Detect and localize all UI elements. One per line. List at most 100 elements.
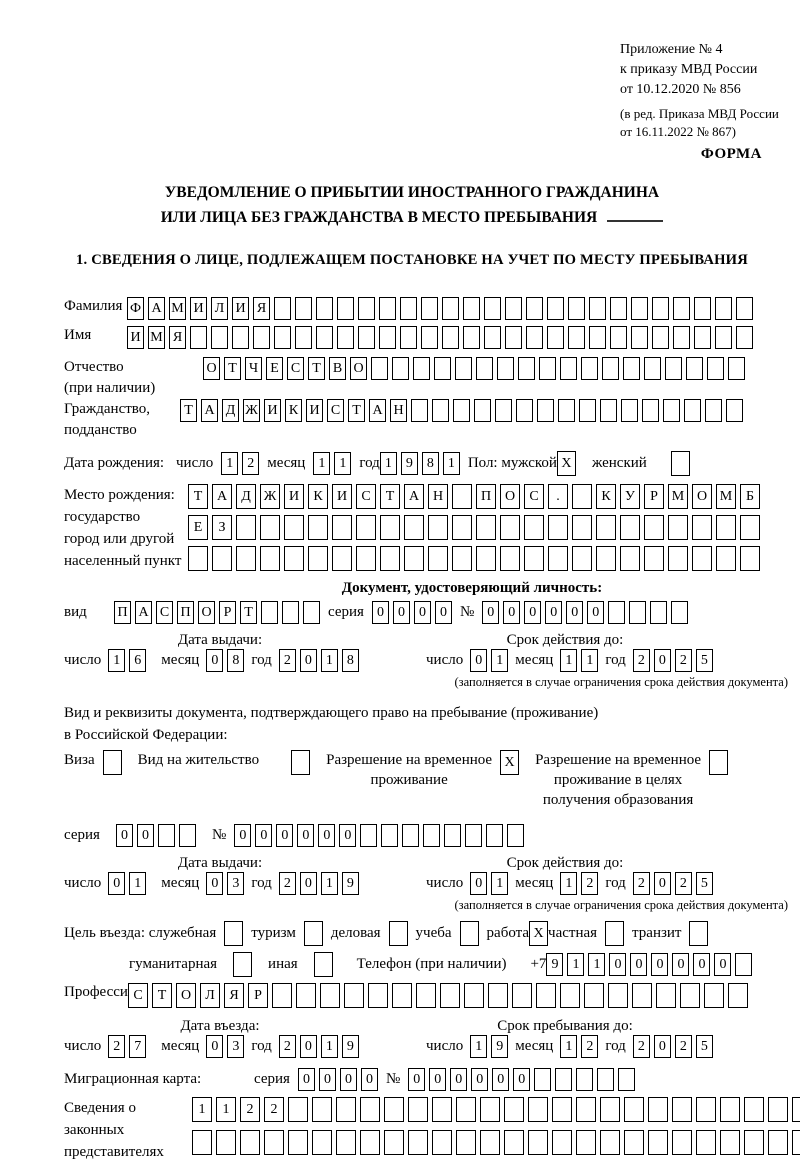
char-box[interactable]: X xyxy=(529,921,549,946)
char-box[interactable] xyxy=(284,546,304,571)
char-box[interactable] xyxy=(597,1068,615,1091)
char-box[interactable]: 0 xyxy=(434,601,452,624)
char-box[interactable]: 0 xyxy=(108,872,126,895)
char-box[interactable]: Е xyxy=(188,515,208,540)
char-box[interactable]: 0 xyxy=(371,601,389,624)
char-box[interactable] xyxy=(480,1130,500,1155)
char-box[interactable]: О xyxy=(176,983,196,1008)
char-box[interactable]: Ф xyxy=(127,297,144,320)
char-box[interactable] xyxy=(332,515,352,540)
char-box[interactable] xyxy=(716,546,736,571)
char-box[interactable]: Н xyxy=(390,399,407,422)
char-box[interactable]: М xyxy=(148,326,165,349)
char-box[interactable] xyxy=(656,983,676,1008)
char-box[interactable] xyxy=(736,297,753,320)
char-box[interactable] xyxy=(505,326,522,349)
char-box[interactable] xyxy=(432,1097,452,1122)
char-box[interactable]: И xyxy=(306,399,323,422)
char-box[interactable] xyxy=(212,546,232,571)
char-box[interactable]: Т xyxy=(188,484,208,509)
char-box[interactable]: Я xyxy=(253,297,270,320)
char-box[interactable]: 6 xyxy=(129,649,147,672)
char-box[interactable] xyxy=(411,399,428,422)
char-box[interactable] xyxy=(303,921,323,946)
char-box[interactable]: 0 xyxy=(587,601,605,624)
char-box[interactable] xyxy=(642,399,659,422)
char-box[interactable] xyxy=(516,399,533,422)
char-box[interactable] xyxy=(672,1130,692,1155)
char-box[interactable] xyxy=(274,297,291,320)
char-box[interactable]: 0 xyxy=(651,953,669,976)
char-box[interactable] xyxy=(421,297,438,320)
char-box[interactable]: 0 xyxy=(471,1068,489,1091)
char-box[interactable] xyxy=(432,399,449,422)
char-box[interactable]: 1 xyxy=(320,872,338,895)
char-box[interactable]: С xyxy=(156,601,173,624)
char-box[interactable] xyxy=(644,546,664,571)
char-box[interactable] xyxy=(792,1097,800,1122)
char-box[interactable] xyxy=(320,983,340,1008)
char-box[interactable]: 1 xyxy=(567,953,585,976)
char-box[interactable] xyxy=(539,357,556,380)
char-box[interactable]: 0 xyxy=(482,601,500,624)
char-box[interactable] xyxy=(452,515,472,540)
char-box[interactable] xyxy=(768,1130,788,1155)
char-box[interactable] xyxy=(650,601,668,624)
char-box[interactable]: К xyxy=(308,484,328,509)
char-box[interactable] xyxy=(621,399,638,422)
char-box[interactable]: К xyxy=(596,484,616,509)
char-box[interactable] xyxy=(464,983,484,1008)
char-box[interactable] xyxy=(380,515,400,540)
char-box[interactable] xyxy=(548,515,568,540)
char-box[interactable]: 0 xyxy=(566,601,584,624)
char-box[interactable] xyxy=(392,357,409,380)
char-box[interactable] xyxy=(576,1097,596,1122)
char-box[interactable] xyxy=(504,1130,524,1155)
char-box[interactable] xyxy=(484,326,501,349)
char-box[interactable]: 9 xyxy=(341,872,359,895)
char-box[interactable]: 1 xyxy=(216,1097,236,1122)
char-box[interactable] xyxy=(602,357,619,380)
char-box[interactable] xyxy=(260,515,280,540)
char-box[interactable] xyxy=(188,546,208,571)
char-box[interactable]: 0 xyxy=(524,601,542,624)
char-box[interactable] xyxy=(452,484,472,509)
char-box[interactable] xyxy=(312,1097,332,1122)
char-box[interactable] xyxy=(190,326,207,349)
char-box[interactable] xyxy=(686,357,703,380)
char-box[interactable] xyxy=(576,1068,594,1091)
char-box[interactable]: Е xyxy=(266,357,283,380)
char-box[interactable] xyxy=(463,326,480,349)
char-box[interactable]: 0 xyxy=(206,872,224,895)
char-box[interactable]: Ч xyxy=(245,357,262,380)
char-box[interactable]: 0 xyxy=(545,601,563,624)
char-box[interactable] xyxy=(288,1097,308,1122)
char-box[interactable] xyxy=(547,297,564,320)
char-box[interactable]: 5 xyxy=(695,649,713,672)
char-box[interactable] xyxy=(507,824,525,847)
char-box[interactable] xyxy=(476,546,496,571)
char-box[interactable] xyxy=(600,399,617,422)
char-box[interactable]: Т xyxy=(240,601,257,624)
char-box[interactable] xyxy=(356,515,376,540)
char-box[interactable] xyxy=(236,515,256,540)
char-box[interactable]: И xyxy=(264,399,281,422)
char-box[interactable]: Д xyxy=(236,484,256,509)
char-box[interactable] xyxy=(558,399,575,422)
char-box[interactable]: 1 xyxy=(320,1035,338,1058)
char-box[interactable] xyxy=(274,326,291,349)
char-box[interactable] xyxy=(728,983,748,1008)
char-box[interactable]: Б xyxy=(740,484,760,509)
char-box[interactable] xyxy=(381,824,399,847)
char-box[interactable]: 0 xyxy=(234,824,252,847)
char-box[interactable]: 0 xyxy=(299,872,317,895)
char-box[interactable] xyxy=(581,357,598,380)
char-box[interactable] xyxy=(232,326,249,349)
char-box[interactable] xyxy=(744,1097,764,1122)
char-box[interactable]: 0 xyxy=(318,824,336,847)
char-box[interactable] xyxy=(402,824,420,847)
char-box[interactable]: О xyxy=(500,484,520,509)
char-box[interactable] xyxy=(547,326,564,349)
char-box[interactable] xyxy=(434,357,451,380)
char-box[interactable] xyxy=(673,326,690,349)
